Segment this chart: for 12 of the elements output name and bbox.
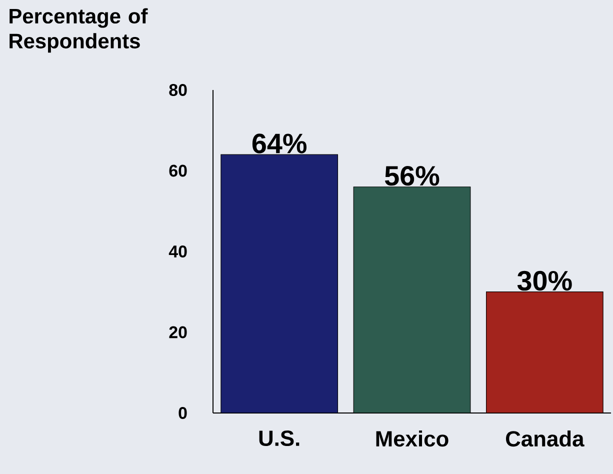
y-tick-label: 20 <box>169 326 187 338</box>
x-tick-label: Mexico <box>376 430 448 447</box>
y-tick-label: 60 <box>169 164 187 177</box>
data-label: 64% <box>252 134 307 154</box>
data-label: 56% <box>384 166 440 186</box>
data-label: 30% <box>517 270 572 291</box>
y-tick-label: 0 <box>178 406 187 419</box>
y-tick-label: 80 <box>169 84 187 96</box>
y-tick-label: 40 <box>168 245 187 258</box>
x-tick-label: U.S. <box>259 430 300 446</box>
y-axis-title: Percentage of Respondents <box>10 8 148 53</box>
x-tick-label: Canada <box>506 430 584 447</box>
